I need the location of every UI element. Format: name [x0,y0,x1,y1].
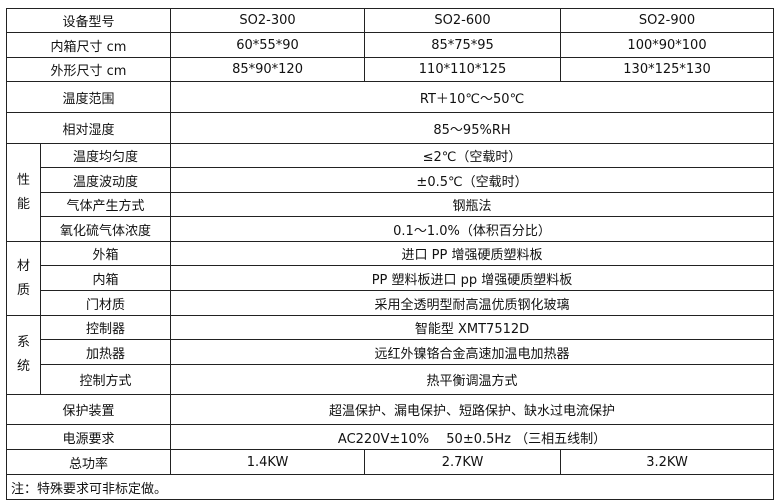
value-cell: 1.4KW [170,449,366,475]
value-cell: 85～95%RH [170,112,775,144]
row-outer-size: 外形尺寸 cm 85*90*120 110*110*125 130*125*13… [5,57,775,82]
row-label: 温度波动度 [39,167,172,193]
value-cell: RT＋10℃～50℃ [170,81,775,113]
group-label-material: 材质 [6,241,41,316]
group-label-performance: 性能 [6,143,41,242]
value-cell: 远红外镍铬合金高速加温电加热器 [170,339,775,365]
group-text: 材质 [16,258,30,298]
value-cell: 110*110*125 [364,57,562,82]
row-label: 控制方式 [39,364,172,395]
row-perf: 氧化硫气体浓度 0.1～1.0%（体积百分比） [7,216,775,242]
value-cell: 130*125*130 [560,57,775,82]
row-material: 门材质 采用全透明型耐高温优质钢化玻璃 [7,290,775,316]
model-cell: SO2-900 [560,8,775,33]
row-label: 外形尺寸 cm [5,57,172,82]
value-cell: 采用全透明型耐高温优质钢化玻璃 [170,290,775,316]
spec-table: 设备型号 SO2-300 SO2-600 SO2-900 内箱尺寸 cm 60*… [5,8,775,500]
row-protection: 保护装置 超温保护、漏电保护、短路保护、缺水过电流保护 [5,394,775,425]
row-label: 门材质 [39,290,172,316]
value-cell: ±0.5℃（空载时） [170,167,775,193]
row-power-supply: 电源要求 AC220V±10% 50±0.5Hz （三相五线制） [5,424,775,450]
value-cell: 2.7KW [364,449,562,475]
row-system: 系统 控制器 智能型 XMT7512D [6,315,775,395]
row-temp-range: 温度范围 RT＋10℃～50℃ [5,81,775,113]
row-perf: 温度波动度 ±0.5℃（空载时） [7,167,775,193]
row-label: 温度范围 [5,81,172,113]
value-cell: 智能型 XMT7512D [170,315,775,340]
row-perf: 气体产生方式 钢瓶法 [7,192,775,217]
row-label: 设备型号 [5,8,172,33]
row-total-power: 总功率 1.4KW 2.7KW 3.2KW [5,449,775,475]
row-label: 温度均匀度 [39,143,172,168]
row-label: 保护装置 [5,394,172,425]
value-cell: AC220V±10% 50±0.5Hz （三相五线制） [170,424,775,450]
row-label: 总功率 [5,449,172,475]
row-label: 控制器 [39,315,172,340]
value-cell: 超温保护、漏电保护、短路保护、缺水过电流保护 [170,394,775,425]
row-material: 材质 外箱 进口 PP 增强硬质塑料板 [6,241,775,316]
group-text: 系统 [16,335,30,374]
value-cell: 85*75*95 [364,32,562,58]
row-system: 控制方式 热平衡调温方式 [7,364,775,395]
value-cell: 钢瓶法 [170,192,775,217]
value-cell: 热平衡调温方式 [170,364,775,395]
value-cell: 3.2KW [560,449,775,475]
value-cell: 0.1～1.0%（体积百分比） [170,216,775,242]
group-text: 性能 [16,172,30,212]
model-cell: SO2-300 [170,8,366,33]
row-inner-size: 内箱尺寸 cm 60*55*90 85*75*95 100*90*100 [5,32,775,58]
row-label: 加热器 [39,339,172,365]
row-label: 相对湿度 [5,112,172,144]
value-cell: ≤2℃（空载时） [170,143,775,168]
value-cell: PP 塑料板进口 pp 增强硬质塑料板 [170,265,775,291]
row-label: 电源要求 [5,424,172,450]
row-label: 气体产生方式 [39,192,172,217]
value-cell: 85*90*120 [170,57,366,82]
model-cell: SO2-600 [364,8,562,33]
group-label-system: 系统 [6,315,41,395]
value-cell: 100*90*100 [560,32,775,58]
row-note: 注：特殊要求可非标定做。 [5,474,775,500]
row-label: 氧化硫气体浓度 [39,216,172,242]
note-text: 注：特殊要求可非标定做。 [5,474,775,500]
value-cell: 进口 PP 增强硬质塑料板 [170,241,775,266]
row-material: 内箱 PP 塑料板进口 pp 增强硬质塑料板 [7,265,775,291]
row-perf: 性能 温度均匀度 ≤2℃（空载时） [6,143,775,242]
value-cell: 60*55*90 [170,32,366,58]
row-label: 内箱 [39,265,172,291]
row-label: 外箱 [39,241,172,266]
row-label: 内箱尺寸 cm [5,32,172,58]
row-model: 设备型号 SO2-300 SO2-600 SO2-900 [5,8,775,33]
row-system: 加热器 远红外镍铬合金高速加温电加热器 [7,339,775,365]
row-humidity: 相对湿度 85～95%RH [5,112,775,144]
